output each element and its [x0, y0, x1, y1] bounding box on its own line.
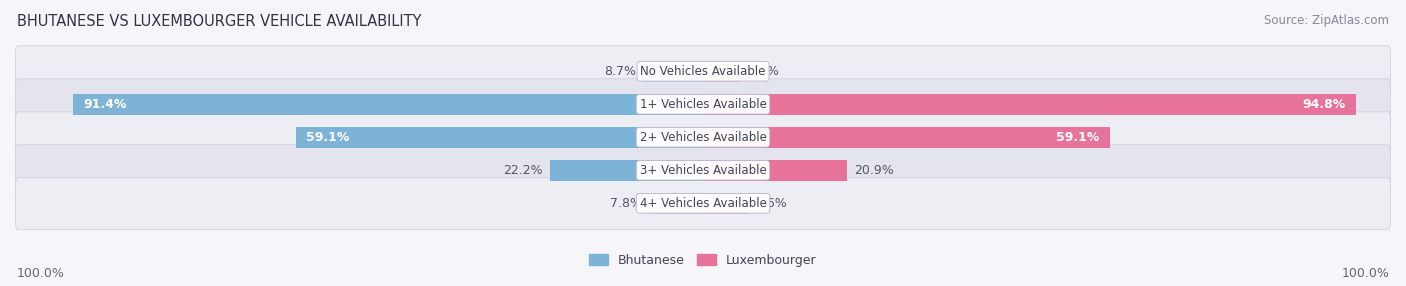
Text: 6.6%: 6.6%: [755, 197, 787, 210]
Text: 100.0%: 100.0%: [1341, 267, 1389, 280]
Bar: [650, 193, 703, 214]
Text: 59.1%: 59.1%: [1056, 131, 1099, 144]
Legend: Bhutanese, Luxembourger: Bhutanese, Luxembourger: [585, 249, 821, 272]
Bar: [703, 193, 748, 214]
Text: 8.7%: 8.7%: [605, 65, 636, 78]
FancyBboxPatch shape: [15, 112, 1391, 163]
Bar: [703, 61, 740, 82]
Text: 4+ Vehicles Available: 4+ Vehicles Available: [640, 197, 766, 210]
Text: 3+ Vehicles Available: 3+ Vehicles Available: [640, 164, 766, 177]
Bar: [703, 94, 1357, 114]
Bar: [703, 127, 1111, 148]
Text: 91.4%: 91.4%: [83, 98, 127, 111]
Bar: [703, 160, 846, 180]
FancyBboxPatch shape: [15, 79, 1391, 130]
Bar: [643, 61, 703, 82]
Text: 59.1%: 59.1%: [307, 131, 350, 144]
Text: 2+ Vehicles Available: 2+ Vehicles Available: [640, 131, 766, 144]
Text: 20.9%: 20.9%: [853, 164, 894, 177]
Text: 1+ Vehicles Available: 1+ Vehicles Available: [640, 98, 766, 111]
Bar: [550, 160, 703, 180]
Text: No Vehicles Available: No Vehicles Available: [640, 65, 766, 78]
FancyBboxPatch shape: [15, 46, 1391, 97]
Text: 22.2%: 22.2%: [503, 164, 543, 177]
Text: 100.0%: 100.0%: [17, 267, 65, 280]
Bar: [73, 94, 703, 114]
FancyBboxPatch shape: [15, 145, 1391, 196]
Text: BHUTANESE VS LUXEMBOURGER VEHICLE AVAILABILITY: BHUTANESE VS LUXEMBOURGER VEHICLE AVAILA…: [17, 14, 422, 29]
FancyBboxPatch shape: [15, 178, 1391, 229]
Text: 7.8%: 7.8%: [610, 197, 643, 210]
Text: 5.4%: 5.4%: [747, 65, 779, 78]
Text: 94.8%: 94.8%: [1302, 98, 1346, 111]
Text: Source: ZipAtlas.com: Source: ZipAtlas.com: [1264, 14, 1389, 27]
Bar: [295, 127, 703, 148]
